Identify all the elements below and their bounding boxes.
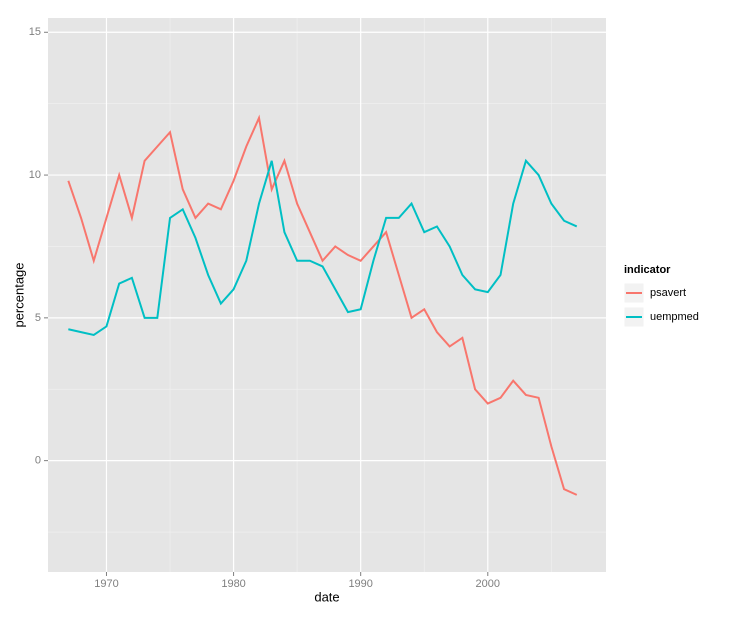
x-tick-label: 2000 [476,578,500,590]
y-tick-label: 10 [29,169,41,181]
legend-title: indicator [624,264,671,276]
y-tick-label: 5 [35,312,41,324]
y-tick-label: 0 [35,455,41,467]
y-axis-label: percentage [11,262,26,327]
legend-label: psavert [650,287,686,299]
panel [48,18,606,572]
x-tick-label: 1980 [221,578,245,590]
series-line [68,158,578,337]
legend-label: uempmed [650,311,699,323]
x-axis-label: date [314,589,339,604]
y-tick-label: 15 [29,26,41,38]
x-tick-label: 1990 [348,578,372,590]
x-tick-label: 1970 [94,578,118,590]
series-line [67,114,578,496]
